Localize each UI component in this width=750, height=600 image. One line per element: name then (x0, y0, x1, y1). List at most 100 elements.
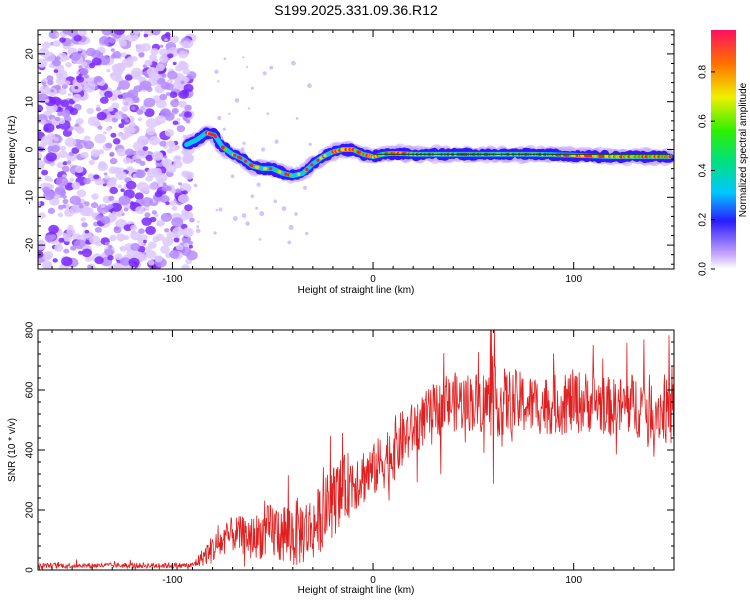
noise-speckle (169, 200, 177, 206)
noise-speckle (74, 123, 80, 127)
noise-speckle (116, 148, 127, 157)
noise-speckle (78, 30, 87, 37)
noise-speckle (39, 142, 47, 148)
noise-speckle (119, 246, 124, 250)
noise-speckle (167, 53, 174, 59)
noise-speckle (41, 169, 49, 176)
signal-peak (239, 156, 243, 160)
noise-speckle (130, 224, 138, 231)
noise-speckle (94, 178, 104, 186)
noise-speckle (118, 195, 131, 206)
noise-speckle (197, 220, 200, 223)
noise-speckle (177, 194, 190, 204)
noise-speckle (67, 30, 78, 37)
noise-speckle (161, 184, 170, 192)
noise-speckle (59, 37, 66, 43)
noise-speckle (47, 207, 56, 214)
noise-speckle (48, 224, 59, 234)
noise-speckle (102, 183, 107, 187)
noise-speckle (116, 233, 126, 242)
colorbar-tick-label: 0.2 (698, 212, 709, 226)
noise-speckle (49, 234, 57, 240)
noise-speckle (47, 146, 54, 151)
noise-speckle (125, 180, 137, 190)
noise-speckle (76, 189, 87, 198)
noise-speckle (77, 47, 83, 52)
noise-speckle (90, 202, 99, 209)
noise-speckle (105, 142, 113, 149)
noise-speckle (79, 67, 89, 76)
noise-speckle (172, 61, 177, 66)
noise-speckle (94, 256, 104, 265)
noise-speckle (73, 239, 86, 250)
noise-speckle (281, 206, 287, 212)
noise-speckle (141, 197, 153, 207)
noise-speckle (307, 83, 312, 89)
y-tick-label: 400 (25, 441, 36, 458)
noise-speckle (79, 207, 91, 217)
colorbar-tick-label: 0.4 (698, 163, 709, 177)
noise-speckle (188, 240, 194, 245)
noise-speckle (160, 222, 165, 226)
noise-speckle (49, 162, 55, 167)
signal-peak (284, 172, 288, 176)
noise-speckle (196, 225, 200, 229)
noise-speckle (164, 129, 175, 137)
noise-speckle (151, 210, 157, 215)
noise-speckle (148, 259, 155, 266)
noise-speckle (128, 158, 135, 164)
noise-speckle (149, 54, 157, 61)
noise-speckle (149, 216, 157, 223)
noise-speckle (89, 235, 101, 245)
noise-speckle (183, 242, 190, 248)
noise-speckle (291, 60, 296, 66)
x-tick-label: 0 (370, 274, 376, 285)
noise-speckle (81, 81, 87, 86)
noise-speckle (69, 108, 78, 116)
snr-content (38, 330, 674, 570)
signal-peak (316, 158, 320, 162)
noise-speckle (144, 212, 151, 218)
noise-speckle (78, 250, 83, 255)
noise-speckle (42, 260, 53, 269)
noise-speckle (182, 153, 195, 164)
noise-speckle (178, 182, 182, 186)
noise-speckle (52, 258, 58, 263)
noise-speckle (143, 97, 156, 108)
noise-speckle (90, 149, 101, 158)
noise-speckle (57, 212, 64, 218)
noise-speckle (172, 227, 184, 237)
y-tick-label: 0 (25, 146, 36, 152)
colorbar: 0.0 0.2 0.4 0.6 0.8 Normalized spectral ampl… (698, 30, 749, 276)
noise-speckle (54, 186, 66, 195)
noise-speckle (132, 37, 138, 42)
noise-speckle (72, 93, 82, 102)
noise-speckle (65, 56, 70, 60)
noise-speckle (47, 133, 56, 140)
noise-speckle (139, 254, 148, 261)
noise-speckle (125, 148, 134, 156)
noise-speckle (110, 202, 122, 212)
noise-speckle (112, 138, 121, 145)
noise-speckle (58, 237, 65, 243)
noise-speckle (185, 119, 191, 124)
noise-speckle (259, 211, 265, 217)
noise-speckle (55, 56, 61, 61)
noise-speckle (82, 49, 86, 53)
noise-speckle (38, 104, 44, 113)
noise-speckle (169, 249, 180, 259)
noise-speckle (66, 160, 72, 165)
noise-speckle (84, 229, 90, 234)
noise-speckle (110, 132, 117, 138)
noise-speckle (155, 63, 165, 72)
noise-speckle (79, 204, 84, 209)
noise-speckle (165, 201, 170, 206)
noise-speckle (181, 264, 190, 269)
noise-speckle (169, 91, 178, 98)
noise-speckle (161, 33, 171, 43)
noise-speckle (127, 56, 134, 62)
noise-speckle (50, 89, 55, 93)
colorbar-tick-label: 0.0 (698, 262, 709, 276)
noise-speckle (98, 149, 105, 155)
noise-speckle (75, 71, 80, 75)
